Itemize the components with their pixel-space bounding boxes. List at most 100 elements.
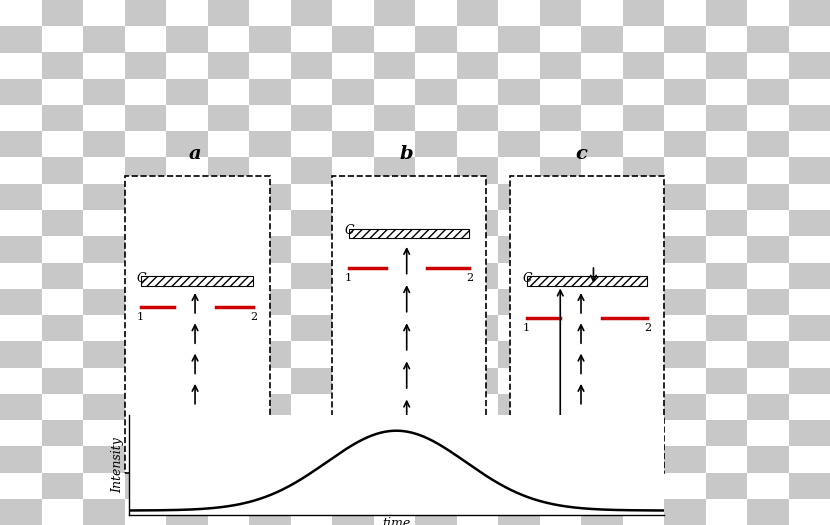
Bar [622, 420, 664, 446]
Bar [374, 52, 415, 79]
Bar [83, 289, 124, 315]
Text: G: G [131, 460, 144, 474]
Bar [208, 210, 249, 236]
Bar [498, 184, 540, 210]
Bar [457, 262, 498, 289]
Bar [747, 79, 788, 105]
Bar [249, 131, 290, 158]
Bar [124, 472, 166, 499]
Bar [540, 315, 581, 341]
Bar [664, 184, 706, 210]
Bar [706, 368, 747, 394]
Bar [332, 176, 486, 472]
Bar [83, 131, 124, 158]
Bar [706, 472, 747, 499]
Bar [415, 184, 457, 210]
Bar [166, 236, 208, 262]
Bar [788, 368, 830, 394]
Bar [124, 176, 270, 472]
Bar [581, 289, 622, 315]
Bar [249, 289, 290, 315]
Bar [706, 52, 747, 79]
Bar [42, 315, 83, 341]
Bar [249, 394, 290, 420]
Bar [332, 446, 374, 472]
Bar [622, 368, 664, 394]
Bar [0, 184, 42, 210]
Bar [664, 289, 706, 315]
Bar [498, 131, 540, 158]
Bar [581, 131, 622, 158]
Bar [166, 446, 208, 472]
Bar [208, 472, 249, 499]
Bar [42, 0, 83, 26]
Bar [332, 26, 374, 52]
X-axis label: time: time [382, 517, 411, 525]
Bar [498, 289, 540, 315]
Bar [415, 499, 457, 525]
Bar [581, 26, 622, 52]
Bar [415, 131, 457, 158]
Bar [415, 394, 457, 420]
Bar [415, 79, 457, 105]
Bar [349, 229, 469, 238]
Bar [457, 315, 498, 341]
Bar [581, 79, 622, 105]
Text: 2: 2 [466, 273, 473, 283]
Bar [290, 472, 332, 499]
Bar [290, 210, 332, 236]
Bar [457, 158, 498, 184]
Bar [0, 394, 42, 420]
Bar [208, 158, 249, 184]
Bar [788, 420, 830, 446]
Text: G: G [517, 460, 530, 474]
Bar [706, 420, 747, 446]
Bar [0, 446, 42, 472]
Bar [0, 79, 42, 105]
Bar [664, 131, 706, 158]
Bar [332, 184, 374, 210]
Bar [622, 262, 664, 289]
Bar [208, 105, 249, 131]
Bar [788, 0, 830, 26]
Bar [166, 289, 208, 315]
Bar [141, 276, 253, 286]
Bar [706, 315, 747, 341]
Text: 1: 1 [137, 312, 144, 322]
Bar [664, 394, 706, 420]
Bar [706, 210, 747, 236]
Text: 1: 1 [344, 273, 352, 283]
Bar [0, 26, 42, 52]
Bar [124, 52, 166, 79]
Bar [498, 446, 540, 472]
Bar [124, 105, 166, 131]
Bar [374, 315, 415, 341]
Bar [0, 499, 42, 525]
Bar [747, 236, 788, 262]
Text: C: C [344, 225, 354, 237]
Bar [166, 499, 208, 525]
Bar [249, 26, 290, 52]
Bar [498, 79, 540, 105]
Bar [540, 420, 581, 446]
Bar [747, 289, 788, 315]
Bar [788, 105, 830, 131]
Bar [540, 368, 581, 394]
Bar [290, 262, 332, 289]
Bar [622, 105, 664, 131]
Text: C: C [137, 272, 147, 285]
Bar [42, 262, 83, 289]
Text: b: b [400, 145, 413, 163]
Bar [664, 79, 706, 105]
Bar [332, 499, 374, 525]
Bar [290, 52, 332, 79]
Bar [290, 0, 332, 26]
Bar [457, 472, 498, 499]
Bar [540, 472, 581, 499]
Bar [42, 472, 83, 499]
Bar [124, 262, 166, 289]
Bar [124, 0, 166, 26]
Bar [747, 26, 788, 52]
Bar [83, 184, 124, 210]
Bar [622, 158, 664, 184]
